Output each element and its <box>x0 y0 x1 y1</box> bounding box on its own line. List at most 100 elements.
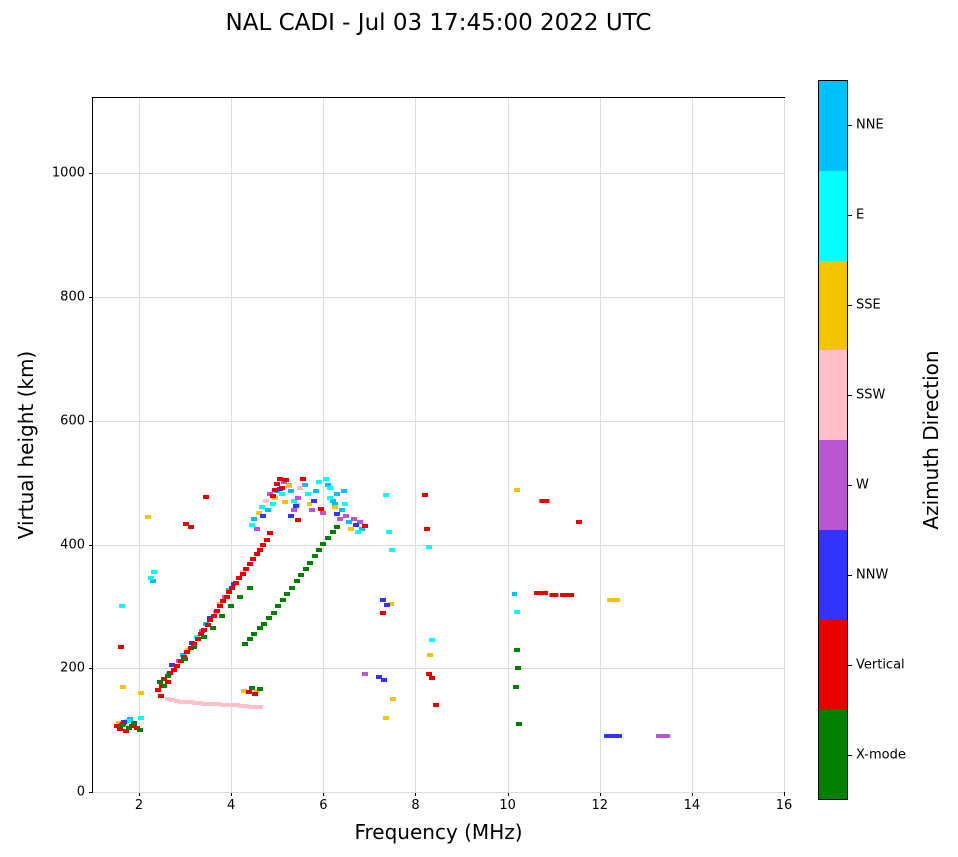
data-point-W <box>295 495 302 500</box>
data-point-NNE <box>301 483 308 488</box>
y-tick-label: 800 <box>60 289 85 305</box>
data-point-Vertical <box>278 485 285 490</box>
y-tick-mark <box>89 668 93 670</box>
data-point-X-mode <box>270 610 277 615</box>
data-point-Vertical <box>276 477 283 482</box>
data-point-SSW <box>263 498 270 503</box>
data-point-SSE <box>145 514 152 519</box>
data-point-Vertical <box>229 585 236 590</box>
data-point-Vertical <box>183 522 190 527</box>
data-point-X-mode <box>246 636 253 641</box>
data-point-Vertical <box>271 488 278 493</box>
data-point-NNW <box>169 662 176 667</box>
data-point-Vertical <box>242 567 249 572</box>
data-point-X-mode <box>320 541 327 546</box>
data-point-Vertical <box>252 692 259 697</box>
colorbar-tick <box>848 485 852 486</box>
data-point-SSE <box>387 601 394 606</box>
data-point-SSW <box>297 486 304 491</box>
colorbar-label-W: W <box>856 477 869 493</box>
data-point-Vertical <box>428 675 435 680</box>
data-point-NNW <box>383 602 390 607</box>
data-point-Vertical <box>205 622 212 627</box>
x-tick-label: 16 <box>775 798 793 813</box>
data-point-X-mode <box>324 535 331 540</box>
data-point-X-mode <box>200 635 207 640</box>
data-point-NNE <box>511 592 518 597</box>
data-point-SSW <box>201 701 208 706</box>
data-point-X-mode <box>312 554 319 559</box>
data-point-SSE <box>347 526 354 531</box>
data-point-NNW <box>311 499 318 504</box>
data-point-Vertical <box>216 604 223 609</box>
data-point-NNE <box>149 579 156 584</box>
data-point-X-mode <box>298 572 305 577</box>
colorbar-segment-X-mode <box>819 709 847 799</box>
data-point-E <box>278 492 285 497</box>
data-point-NNE <box>359 526 366 531</box>
colorbar-segment-W <box>819 440 847 530</box>
data-point-E <box>322 477 329 482</box>
data-point-Vertical <box>318 506 325 511</box>
data-point-SSW <box>215 702 222 707</box>
data-point-Vertical <box>187 524 194 529</box>
data-point-E <box>327 486 334 491</box>
data-point-X-mode <box>164 673 171 678</box>
data-point-SSE <box>217 601 224 606</box>
data-point-Vertical <box>214 609 221 614</box>
data-point-X-mode <box>302 566 309 571</box>
colorbar-segment-E <box>819 170 847 261</box>
data-point-X-mode <box>284 592 291 597</box>
data-point-X-mode <box>125 725 132 730</box>
data-point-Vertical <box>560 593 575 598</box>
gridline-y <box>93 420 784 422</box>
colorbar-tick <box>848 755 852 756</box>
data-point-NNE <box>251 517 258 522</box>
data-point-Vertical <box>421 493 428 498</box>
data-point-Vertical <box>113 724 120 729</box>
gridline-y <box>93 792 784 793</box>
y-tick-label: 200 <box>60 660 85 676</box>
data-point-E <box>304 492 311 497</box>
data-point-Vertical <box>274 481 281 486</box>
x-axis-label: Frequency (MHz) <box>354 820 523 844</box>
data-point-SSW <box>169 698 176 703</box>
colorbar-segment-Vertical <box>819 619 847 710</box>
data-point-SSE <box>513 488 520 493</box>
data-point-X-mode <box>512 684 519 689</box>
data-point-Vertical <box>232 580 239 585</box>
gridline-x <box>139 98 141 792</box>
data-point-Vertical <box>299 477 306 482</box>
data-point-Vertical <box>202 494 209 499</box>
y-tick-mark <box>89 297 93 299</box>
data-point-Vertical <box>198 632 205 637</box>
data-point-Vertical <box>380 610 387 615</box>
data-point-SSW <box>173 699 180 704</box>
data-point-X-mode <box>248 686 255 691</box>
gridline-x <box>507 98 509 792</box>
data-point-NNW <box>334 511 341 516</box>
data-point-E <box>327 495 334 500</box>
data-point-NNE <box>331 501 338 506</box>
data-point-NNE <box>345 520 352 525</box>
data-point-X-mode <box>209 626 216 631</box>
data-point-Vertical <box>361 524 368 529</box>
data-point-W <box>343 514 350 519</box>
y-tick-label: 400 <box>60 537 85 553</box>
data-point-E <box>138 715 145 720</box>
data-point-Vertical <box>225 589 232 594</box>
data-point-NNE <box>334 492 341 497</box>
data-point-X-mode <box>237 595 244 600</box>
data-point-E <box>290 498 297 503</box>
data-point-Vertical <box>423 527 430 532</box>
y-tick-mark <box>89 173 93 175</box>
data-point-Vertical <box>184 650 191 655</box>
colorbar-segment-NNW <box>819 529 847 620</box>
x-tick-label: 8 <box>411 798 420 813</box>
x-tick-mark <box>691 792 693 796</box>
data-point-Vertical <box>155 687 162 692</box>
y-tick-label: 0 <box>76 784 85 800</box>
data-point-SSE <box>255 511 262 516</box>
data-point-Vertical <box>201 627 208 632</box>
